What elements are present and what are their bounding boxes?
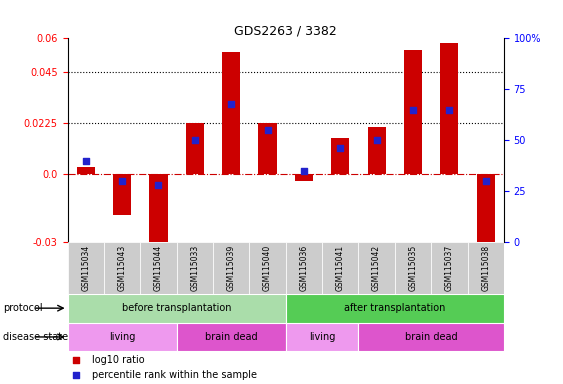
Bar [322, 242, 359, 294]
Text: living: living [109, 332, 135, 342]
Bar [477, 174, 495, 260]
Text: GSM115038: GSM115038 [481, 245, 490, 291]
Bar [331, 138, 350, 174]
Text: GSM115036: GSM115036 [300, 245, 309, 291]
Text: before transplantation: before transplantation [122, 303, 231, 313]
Bar [68, 294, 285, 323]
Bar [222, 52, 240, 174]
Bar [440, 43, 458, 174]
Point [409, 107, 418, 113]
Text: GSM115035: GSM115035 [409, 245, 418, 291]
Point [72, 372, 81, 378]
Bar [295, 174, 313, 181]
Bar [404, 50, 422, 174]
Text: brain dead: brain dead [205, 332, 257, 342]
Bar [186, 123, 204, 174]
Text: GSM115034: GSM115034 [81, 245, 90, 291]
Text: GSM115044: GSM115044 [154, 245, 163, 291]
Bar [177, 242, 213, 294]
Text: protocol: protocol [3, 303, 42, 313]
Bar [104, 242, 140, 294]
Text: GSM115042: GSM115042 [372, 245, 381, 291]
Text: GSM115040: GSM115040 [263, 245, 272, 291]
Point [336, 145, 345, 151]
Bar [177, 323, 286, 351]
Text: living: living [309, 332, 336, 342]
Text: after transplantation: after transplantation [344, 303, 445, 313]
Bar [113, 174, 131, 215]
Point [81, 157, 90, 164]
Point [118, 178, 127, 184]
Point [481, 178, 490, 184]
Bar [77, 167, 95, 174]
Bar [68, 242, 104, 294]
Bar [149, 174, 168, 247]
Bar [213, 242, 249, 294]
Point [190, 137, 199, 143]
Bar [140, 242, 177, 294]
Bar [359, 242, 395, 294]
Point [154, 182, 163, 188]
Bar [395, 242, 431, 294]
Text: GSM115037: GSM115037 [445, 245, 454, 291]
Text: GSM115043: GSM115043 [118, 245, 127, 291]
Bar [467, 242, 504, 294]
Bar [249, 242, 285, 294]
Text: percentile rank within the sample: percentile rank within the sample [92, 370, 257, 380]
Bar [368, 127, 386, 174]
Title: GDS2263 / 3382: GDS2263 / 3382 [234, 24, 337, 37]
Bar [359, 323, 504, 351]
Text: GSM115041: GSM115041 [336, 245, 345, 291]
Text: disease state: disease state [3, 332, 68, 342]
Bar [431, 242, 467, 294]
Text: log10 ratio: log10 ratio [92, 355, 144, 365]
Bar [285, 323, 359, 351]
Point [445, 107, 454, 113]
Bar [285, 294, 504, 323]
Point [372, 137, 381, 143]
Bar [285, 242, 322, 294]
Text: brain dead: brain dead [405, 332, 458, 342]
Point [263, 127, 272, 133]
Bar [68, 323, 177, 351]
Point [300, 168, 309, 174]
Point [72, 357, 81, 363]
Bar [258, 123, 276, 174]
Text: GSM115039: GSM115039 [227, 245, 236, 291]
Text: GSM115033: GSM115033 [190, 245, 199, 291]
Point [227, 101, 236, 107]
